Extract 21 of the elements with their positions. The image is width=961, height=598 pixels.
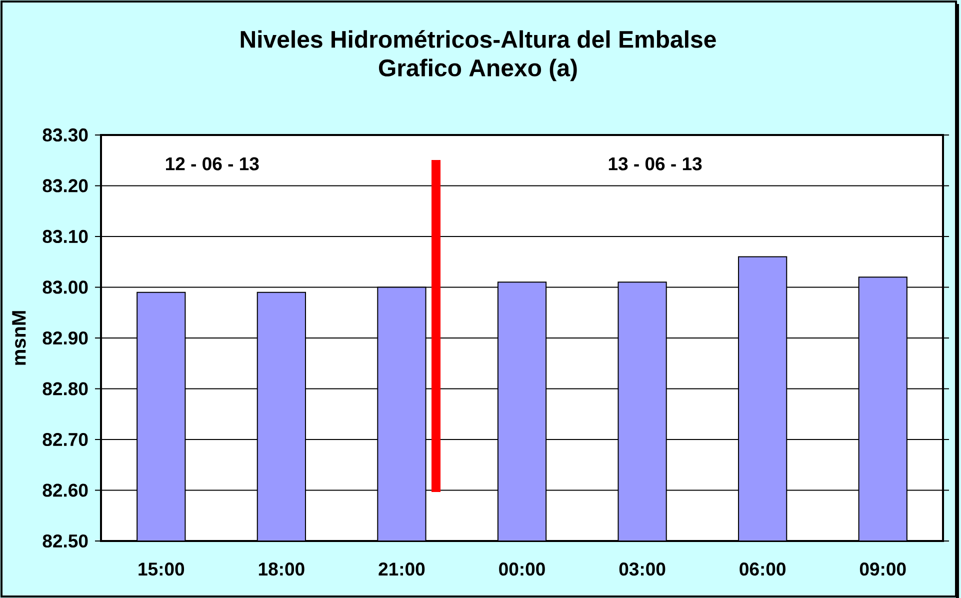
x-tick-label: 09:00 [860, 562, 906, 576]
y-tick-label: 83.00 [42, 280, 88, 294]
x-tick-label: 15:00 [138, 562, 184, 576]
y-tick-label: 82.80 [42, 382, 88, 396]
x-tick-label: 21:00 [378, 562, 425, 576]
y-tick-label: 83.20 [42, 179, 88, 192]
x-tick-label: 18:00 [258, 562, 304, 576]
y-tick-label: 82.70 [42, 432, 88, 446]
annotation: 13 - 06 - 13 [608, 157, 702, 170]
annotation: 12 - 06 - 13 [166, 157, 259, 170]
y-tick-label: 83.10 [42, 230, 88, 244]
chart-title: Niveles Hidrométricos-Altura del Embalse [240, 30, 716, 48]
y-tick-label: 82.60 [42, 484, 88, 497]
y-tick-label: 82.90 [42, 331, 88, 345]
x-tick-label: 03:00 [619, 562, 666, 576]
x-tick-label: 00:00 [499, 562, 545, 576]
y-tick-label: 83.30 [42, 128, 88, 142]
x-tick-label: 06:00 [740, 562, 786, 576]
y-axis-title: msnM [12, 311, 26, 365]
y-tick-label: 82.50 [42, 534, 88, 548]
chart-subtitle: Grafico Anexo (a) [378, 58, 577, 82]
